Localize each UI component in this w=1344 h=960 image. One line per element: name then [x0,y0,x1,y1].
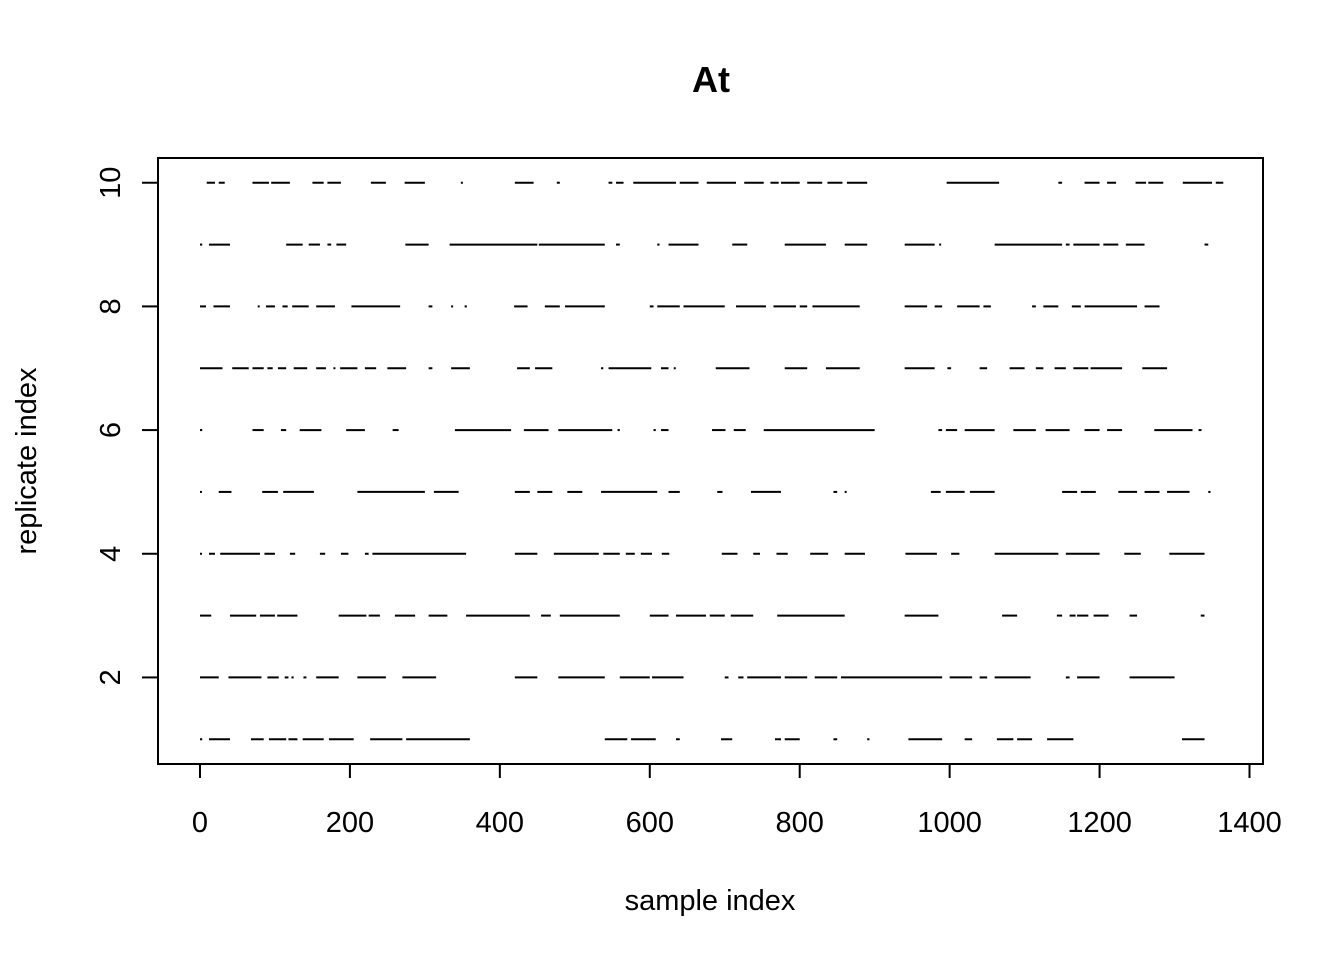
x-axis: 0 200 400 600 800 1000 1200 1400 [192,763,1282,839]
plot-frame [157,157,1264,765]
y-tick-label: 10 [95,167,127,199]
x-tick-label: 1400 [1217,807,1282,839]
x-tick-label: 1000 [917,807,982,839]
x-axis-label: sample index [625,885,796,917]
x-tick-label: 0 [192,807,208,839]
y-tick-label: 2 [95,669,127,685]
y-tick-label: 4 [95,546,127,562]
x-tick-label: 800 [776,807,824,839]
x-tick-label: 200 [326,807,374,839]
y-tick-label: 6 [95,422,127,438]
y-axis: 2 4 6 8 10 [95,167,159,685]
y-axis-label: replicate index [11,367,43,554]
x-tick-label: 1200 [1067,807,1132,839]
segment-marks [199,181,1224,741]
chart-title: At [692,59,730,100]
x-tick-label: 600 [626,807,674,839]
y-tick-label: 8 [95,298,127,314]
x-tick-label: 400 [476,807,524,839]
